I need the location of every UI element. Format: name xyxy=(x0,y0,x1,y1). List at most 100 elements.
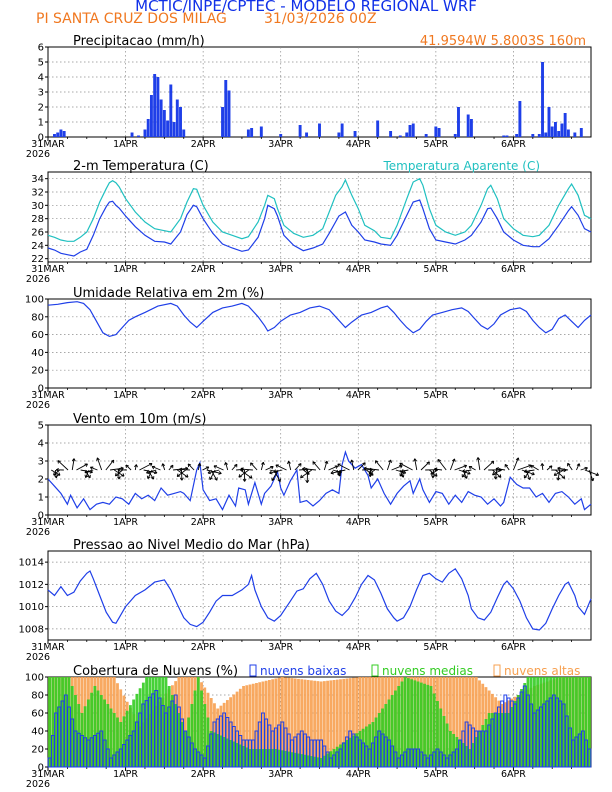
cloud-bar-nuvens-medias xyxy=(410,679,414,767)
cloud-bar-nuvens-altas xyxy=(264,680,268,767)
cloud-bar-nuvens-medias xyxy=(487,713,491,767)
cloud-bar-nuvens-altas xyxy=(361,677,365,767)
cloud-bar-nuvens-medias xyxy=(345,740,349,767)
wind-arrow-head xyxy=(330,470,334,475)
cloud-bar-nuvens-medias xyxy=(364,726,368,767)
cloud-bar-nuvens-medias xyxy=(290,752,294,767)
wind-arrow-head xyxy=(134,464,138,468)
precip-bar xyxy=(179,107,182,137)
wind-arrow-head xyxy=(224,462,228,466)
wind-arrow xyxy=(517,464,532,471)
wind-arrow-head xyxy=(548,465,553,469)
wind-arrow xyxy=(176,469,186,477)
cloud-bar-nuvens-medias xyxy=(255,749,258,767)
wind-arrow-head xyxy=(504,464,509,468)
wind-arrow xyxy=(437,459,447,471)
cloud-bar-nuvens-medias xyxy=(67,677,71,767)
wind-arrow-head xyxy=(561,475,566,479)
cloud-bar-nuvens-medias xyxy=(406,678,410,767)
cloud-bar-nuvens-altas xyxy=(232,694,236,767)
precip-bar xyxy=(408,125,412,137)
cloud-bar-nuvens-medias xyxy=(177,713,181,767)
cloud-bar-nuvens-altas xyxy=(258,682,262,767)
cloud-bar-nuvens-medias xyxy=(520,689,523,767)
x-tick-label: 5APR xyxy=(423,517,448,528)
wind-arrow-head xyxy=(84,474,89,478)
wind-arrow-head xyxy=(234,463,238,468)
wind-arrow-head xyxy=(464,475,468,479)
wind-arrow xyxy=(260,462,264,471)
wind-arrow-head xyxy=(125,464,129,468)
y-tick-label: 6 xyxy=(38,43,44,54)
x-tick-label: 6APR xyxy=(501,264,526,275)
precip-bar xyxy=(159,99,163,137)
y-tick-label: 80 xyxy=(31,312,44,323)
x-tick-label: 1APR xyxy=(113,139,138,150)
y-tick-label: 40 xyxy=(31,727,44,738)
legend-label: nuvens altas xyxy=(504,664,580,678)
wind-arrow-head xyxy=(57,460,61,464)
x-tick-label: 6APR xyxy=(501,642,526,653)
wind-arrow-head xyxy=(150,476,155,480)
wind-arrow xyxy=(197,463,201,471)
legend-swatch xyxy=(493,664,501,677)
cloud-bar-nuvens-medias xyxy=(310,756,313,767)
wind-arrow-head xyxy=(362,462,366,466)
legend-label: nuvens baixas xyxy=(260,664,346,678)
wind-arrow xyxy=(492,469,502,476)
cloud-bar-nuvens-altas xyxy=(339,679,342,767)
cloud-bar-nuvens-medias xyxy=(578,677,582,767)
cloud-bar-nuvens-altas xyxy=(248,684,252,767)
cloud-bar-nuvens-medias xyxy=(526,677,530,767)
cloud-bar-nuvens-altas xyxy=(445,677,449,767)
cloud-bar-nuvens-medias xyxy=(497,713,501,767)
cloud-bar-nuvens-medias xyxy=(129,705,132,767)
cloud-bar-nuvens-medias xyxy=(316,757,320,767)
x-tick-label: 3APR xyxy=(268,139,293,150)
panel-title: 2-m Temperatura (C) xyxy=(73,159,209,174)
x-tick-label: 31MAR xyxy=(31,769,65,780)
x-tick-label: 3APR xyxy=(268,769,293,780)
wind-arrow xyxy=(391,465,403,471)
cloud-bar-nuvens-medias xyxy=(145,677,148,767)
cloud-bar-nuvens-medias xyxy=(70,686,74,767)
wind-arrow-head xyxy=(399,462,403,467)
cloud-bar-nuvens-medias xyxy=(329,751,333,767)
panel-title: Vento em 10m (m/s) xyxy=(73,412,206,427)
wind-arrow-head xyxy=(400,469,405,473)
precip-bar xyxy=(547,107,551,137)
cloud-bar-nuvens-medias xyxy=(267,749,271,767)
cloud-bar-nuvens-medias xyxy=(112,713,116,767)
cloud-bar-nuvens-medias xyxy=(277,749,281,767)
wind-arrow xyxy=(275,464,287,471)
wind-arrow-head xyxy=(187,463,192,467)
wind-arrow xyxy=(401,469,409,472)
station-name: PI SANTA CRUZ DOS MILAG xyxy=(36,11,227,27)
wind-arrow xyxy=(84,469,94,474)
wind-arrow-head xyxy=(170,464,174,469)
wind-arrow-head xyxy=(437,458,441,463)
wind-arrow-head xyxy=(495,467,500,471)
year-label: 2026 xyxy=(26,149,50,160)
wind-arrow xyxy=(187,463,195,471)
wind-arrow xyxy=(454,464,467,471)
y-tick-label: 22 xyxy=(31,254,44,265)
wind-arrow-head xyxy=(261,461,265,466)
wind-arrow-head xyxy=(248,475,253,479)
wind-arrow-head xyxy=(84,470,88,474)
wind-arrow-head xyxy=(530,465,535,469)
y-tick-label: 100 xyxy=(25,673,44,684)
wind-arrow-head xyxy=(368,473,373,477)
cloud-bar-nuvens-medias xyxy=(306,755,310,767)
wind-arrow xyxy=(504,464,510,471)
cloud-bar-nuvens-medias xyxy=(57,677,61,767)
wind-arrow-head xyxy=(467,471,471,475)
wind-arrow-head xyxy=(71,458,76,462)
cloud-bar-nuvens-medias xyxy=(510,707,514,767)
precip-bar xyxy=(453,134,457,137)
cloud-bar-nuvens-medias xyxy=(445,723,449,767)
cloud-bar-nuvens-altas xyxy=(319,681,323,767)
x-tick-label: 31MAR xyxy=(31,264,65,275)
panel-title: Pressao ao Nivel Medio do Mar (hPa) xyxy=(73,538,310,553)
cloud-bar-nuvens-medias xyxy=(500,713,504,767)
